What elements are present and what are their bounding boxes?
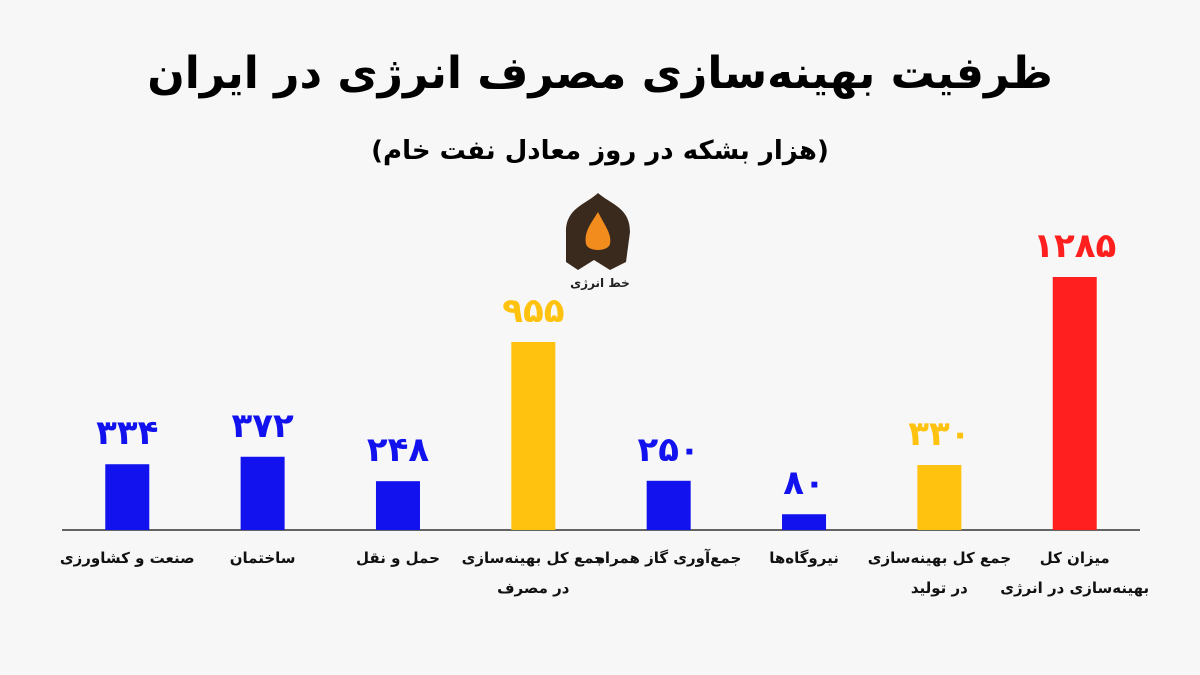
x-tick-label: جمع کل بهینه‌سازی در مصرف [461,549,605,597]
bar [105,464,150,530]
data-label: ۱۲۸۵ [1033,226,1116,266]
data-label: ۲۵۰ [638,430,700,470]
x-tick-label: میزان کل بهینه‌سازی در انرژی [1000,549,1150,597]
x-tick-label: حمل و نقل [356,549,440,567]
bar [917,465,962,530]
bar [1052,277,1097,530]
bar [375,481,420,530]
logo-flame [585,212,611,250]
logo-text: خط انرژی [570,276,630,290]
x-tick-label: جمع کل بهینه‌سازی در تولید [867,549,1012,597]
bar [240,456,285,530]
chart-subtitle: (هزار بشکه در روز معادل نفت خام) [371,136,829,166]
data-label: ۹۵۵ [502,291,564,331]
x-tick-label: نیروگاه‌ها [769,549,839,567]
data-label: ۲۴۸ [367,430,430,470]
data-label: ۳۷۲ [231,406,294,446]
bar [511,341,556,530]
data-label: ۸۰ [783,463,825,503]
data-label: ۳۳۴ [96,413,158,453]
x-tick-label: صنعت و کشاورزی [59,549,195,567]
chart-title: ظرفیت بهینه‌سازی مصرف انرژی در ایران [147,48,1053,99]
x-tick-label: ساختمان [229,549,296,567]
logo: خط انرژی [566,193,630,290]
x-tick-label: جمع‌آوری گاز همراه [596,549,742,567]
bar [646,480,691,530]
data-label: ۳۳۰ [908,414,970,454]
bar [782,514,827,530]
